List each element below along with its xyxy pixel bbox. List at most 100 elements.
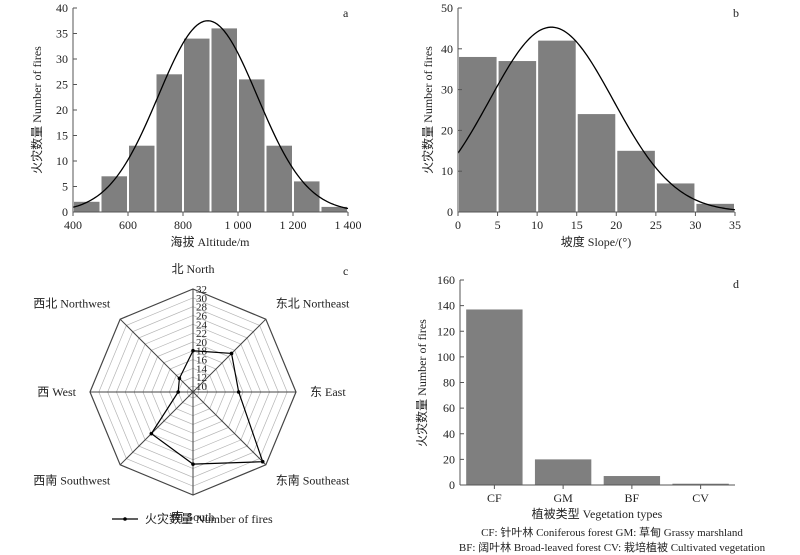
panel-a-y-tick-label-5: 5 [62, 180, 68, 194]
panel-d-y-tick-label-0: 0 [449, 478, 455, 492]
panel-a-normal-curve [72, 20, 349, 210]
panel-c-spoke-3 [192, 391, 267, 466]
panel-a-y-tick-label-30: 30 [56, 52, 68, 66]
panel-d-y-tick-label-140: 140 [437, 299, 455, 313]
panel-b-x-tick-label-5: 25 [650, 218, 662, 232]
panel-d-x-tick-label-bf: BF [625, 491, 640, 505]
panel-b-bar-5 [617, 150, 655, 212]
panel-d-bar-gm [534, 459, 592, 485]
panel-b-x-tick-label-4: 20 [610, 218, 622, 232]
panel-a-x-tick-label-1: 600 [119, 218, 137, 232]
panel-a-label: a [343, 6, 349, 20]
panel-c-direction-label-0: 北 North [172, 262, 215, 276]
panel-c-direction-label-4: 南 South [171, 509, 214, 524]
panel-d-label: d [733, 277, 739, 291]
panel-b-slope-histogram: b 0 10 20 30 40 50 0 5 10 15 20 25 30 35 坡度 Slope/(°… [420, 1, 741, 249]
panel-b-x-tick-label-3: 15 [571, 218, 583, 232]
panel-a-y-tick-label-10: 10 [56, 154, 68, 168]
panel-d-x-tick-label-cv: CV [692, 491, 709, 505]
panel-b-y-tick-label-40: 40 [441, 42, 453, 56]
panel-b-x-tick-label-6: 30 [689, 218, 701, 232]
panel-b-bar-2 [498, 61, 537, 212]
panel-b-label: b [733, 6, 739, 20]
panel-b-y-tick-label-30: 30 [441, 83, 453, 97]
panel-d-y-tick-label-20: 20 [443, 452, 455, 466]
panel-c-radial-tick-label-26: 26 [196, 310, 208, 322]
panel-c-direction-label-5: 西南 Southwest [33, 473, 111, 488]
panel-a-y-tick-label-40: 40 [56, 1, 68, 15]
panel-a-x-tick-label-3: 1 000 [225, 218, 252, 232]
panel-d-bar-cf [466, 309, 523, 485]
panel-c-label: c [343, 264, 348, 278]
panel-c-point-1 [229, 351, 234, 356]
panel-d-x-tick-label-gm: GM [553, 491, 573, 505]
panel-a-bar-7 [239, 79, 265, 213]
panel-c-radial-tick-label-24: 24 [196, 319, 208, 331]
panel-c-point-0 [191, 348, 195, 353]
panel-c-point-4 [191, 462, 195, 466]
panel-c-radial-tick-label-10: 10 [196, 381, 208, 393]
panel-a-x-tick-label-5: 1 400 [335, 218, 362, 232]
panel-d-note-line-2: BF: 阔叶林 Broad-leaved forest CV: 栽培植被 Cul… [459, 540, 766, 554]
panel-c-direction-label-3: 东南 Southeast [276, 473, 350, 488]
panel-a-y-tick-label-35: 35 [56, 27, 68, 41]
panel-b-x-tick-label-7: 35 [729, 218, 741, 232]
panel-a-bar-3 [129, 145, 155, 212]
panel-d-y-tick-label-40: 40 [443, 427, 455, 441]
panel-b-bar-1 [459, 56, 497, 213]
panel-c-radial-tick-label-28: 28 [196, 302, 208, 314]
panel-a-bar-2 [101, 176, 127, 212]
panel-d-x-axis-label: 植被类型 Vegetation types [532, 506, 663, 521]
panel-c-radial-tick-label-14: 14 [196, 363, 208, 375]
panel-b-x-axis-label: 坡度 Slope/(°) [561, 234, 631, 249]
panel-c-point-5 [149, 431, 154, 436]
panel-b-y-tick-label-10: 10 [441, 164, 453, 178]
panel-c-direction-label-6: 西 West [37, 385, 76, 399]
panel-c-direction-label-2: 东 East [310, 385, 346, 399]
panel-d-y-tick-label-160: 160 [437, 273, 455, 287]
panel-a-y-axis-label: 火灾数量 Number of fires [29, 46, 44, 174]
panel-c-legend-label: 火灾数量 Number of fires [145, 511, 273, 526]
panel-b-y-tick-label-50: 50 [441, 1, 453, 15]
panel-b-y-tick-label-0: 0 [447, 205, 453, 219]
panel-a-x-tick-label-2: 800 [174, 218, 192, 232]
panel-b-normal-curve [457, 26, 736, 211]
panel-a-x-axis-label: 海拔 Altitude/m [171, 234, 251, 249]
panel-a-bar-8 [266, 145, 292, 212]
panel-c-point-7 [177, 376, 182, 381]
panel-c-radial-tick-label-32: 32 [196, 284, 207, 296]
panel-b-x-tick-label-1: 5 [495, 218, 501, 232]
panel-d-y-tick-label-80: 80 [443, 376, 455, 390]
panel-c-spoke-1 [192, 318, 267, 393]
panel-b-y-tick-label-20: 20 [441, 123, 453, 137]
panel-a-altitude-histogram: a 0 5 10 15 20 25 30 35 40 400 600 800 1 000 1 200 1 … [29, 1, 362, 249]
panel-b-bar-4 [577, 114, 616, 212]
panel-a-y-tick-label-0: 0 [62, 205, 68, 219]
panel-a-y-tick-label-20: 20 [56, 103, 68, 117]
panel-d-note-line-1: CF: 针叶林 Coniferous forest GM: 草甸 Grassy … [481, 525, 743, 539]
panel-d-vegetation-bar: d 0 20 40 60 80 100 120 140 160 CF GM BF CV 植被类型 Ve… [414, 273, 766, 554]
panel-c-direction-label-7: 西北 Northwest [33, 296, 111, 310]
panel-a-y-tick-label-25: 25 [56, 78, 68, 92]
panel-c-spoke-7 [119, 318, 194, 393]
panel-c-radial-tick-label-20: 20 [196, 337, 208, 349]
panel-a-y-tick-label-15: 15 [56, 129, 68, 143]
panel-c-spoke-5 [119, 391, 194, 466]
panel-a-x-tick-label-4: 1 200 [280, 218, 307, 232]
panel-a-bar-6 [211, 28, 237, 213]
panel-c-direction-label-1: 东北 Northeast [276, 296, 350, 310]
panel-a-bar-5 [184, 38, 210, 212]
panel-d-bar-bf [603, 476, 661, 485]
panel-d-y-tick-label-120: 120 [437, 324, 455, 338]
panel-c-radial-tick-label-16: 16 [196, 355, 208, 367]
panel-c-radial-tick-label-30: 30 [196, 293, 208, 305]
panel-c-radial-tick-label-22: 22 [196, 328, 207, 340]
panel-b-x-tick-label-2: 10 [531, 218, 543, 232]
panel-c-point-6 [176, 390, 180, 394]
panel-d-y-tick-label-60: 60 [443, 401, 455, 415]
panel-d-y-tick-label-100: 100 [437, 350, 455, 364]
panel-d-x-tick-label-cf: CF [487, 491, 502, 505]
